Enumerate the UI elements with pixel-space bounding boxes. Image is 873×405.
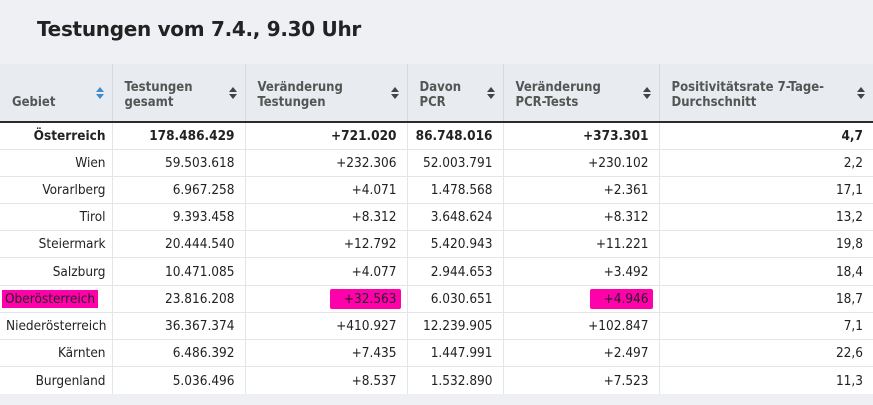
cell-gebiet: Vorarlberg	[0, 175, 112, 204]
cell-veraenderung: +4.077	[244, 257, 407, 286]
column-header-testungen-gesamt[interactable]: Testungen gesamt	[111, 64, 245, 122]
cell-gesamt: 36.367.374	[111, 311, 245, 340]
sort-icon[interactable]	[228, 86, 237, 99]
title-bar: Testungen vom 7.4., 9.30 Uhr	[0, 0, 873, 64]
column-header-label: Positivitätsrate 7-Tage-Durchschnitt	[671, 80, 825, 110]
cell-gebiet: Niederösterreich	[0, 311, 112, 340]
sort-icon[interactable]	[486, 86, 495, 99]
cell-pcr: 52.003.791	[406, 148, 503, 177]
cell-veraenderung: +8.537	[244, 366, 407, 394]
cell-pcr: 5.420.943	[406, 230, 503, 258]
cell-gesamt: 23.816.208	[111, 284, 245, 313]
cell-rate: 18,7	[658, 284, 873, 313]
highlight-marker: +4.946	[589, 288, 653, 309]
cell-pcr: 86.748.016	[406, 120, 503, 150]
table-row-highlighted: Oberösterreich 23.816.208 +32.563 6.030.…	[0, 284, 873, 313]
cell-rate: 11,3	[658, 366, 873, 394]
highlight-marker: Oberösterreich	[2, 289, 99, 308]
cell-gebiet: Kärnten	[0, 338, 112, 367]
cell-veraenderung-pcr: +102.847	[502, 311, 659, 340]
column-header-label: Gebiet	[12, 95, 56, 110]
table-row: Österreich 178.486.429 +721.020 86.748.0…	[0, 120, 873, 150]
cell-rate: 18,4	[658, 257, 873, 286]
page-title: Testungen vom 7.4., 9.30 Uhr	[37, 17, 361, 41]
cell-rate: 13,2	[658, 203, 873, 231]
column-header-label: Davon PCR	[419, 80, 462, 110]
sort-active-icon[interactable]	[95, 86, 104, 99]
cell-gebiet: Burgenland	[0, 366, 112, 394]
table-row: Tirol 9.393.458 +8.312 3.648.624 +8.312 …	[0, 203, 873, 231]
cell-veraenderung-pcr: +373.301	[502, 120, 659, 150]
column-header-davon-pcr[interactable]: Davon PCR	[406, 64, 503, 122]
cell-gesamt: 20.444.540	[111, 230, 245, 258]
cell-veraenderung: +8.312	[244, 203, 407, 231]
cell-pcr: 2.944.653	[406, 257, 503, 286]
cell-veraenderung: +232.306	[244, 148, 407, 177]
highlight-marker: +32.563	[329, 288, 401, 309]
cell-veraenderung-pcr: +2.497	[502, 338, 659, 367]
column-header-label: Veränderung Testungen	[257, 80, 343, 110]
cell-gesamt: 59.503.618	[111, 148, 245, 177]
sort-icon[interactable]	[390, 86, 399, 99]
cell-veraenderung: +32.563	[244, 284, 407, 313]
cell-veraenderung: +7.435	[244, 338, 407, 367]
column-header-veraenderung-testungen[interactable]: Veränderung Testungen	[244, 64, 407, 122]
cell-veraenderung-pcr: +7.523	[502, 366, 659, 394]
column-header-label: Testungen gesamt	[124, 80, 193, 110]
cell-gebiet: Steiermark	[0, 230, 112, 258]
cell-gebiet: Salzburg	[0, 257, 112, 286]
cell-rate: 4,7	[658, 120, 873, 150]
table-row: Salzburg 10.471.085 +4.077 2.944.653 +3.…	[0, 257, 873, 286]
cell-gebiet: Oberösterreich	[0, 284, 112, 313]
cell-gesamt: 178.486.429	[111, 120, 245, 150]
cell-gesamt: 6.967.258	[111, 175, 245, 204]
cell-pcr: 12.239.905	[406, 311, 503, 340]
column-header-label: Veränderung PCR-Tests	[515, 80, 601, 110]
cell-gesamt: 9.393.458	[111, 203, 245, 231]
table-row: Steiermark 20.444.540 +12.792 5.420.943 …	[0, 230, 873, 258]
cell-veraenderung-pcr: +8.312	[502, 203, 659, 231]
cell-veraenderung: +721.020	[244, 120, 407, 150]
sort-icon[interactable]	[642, 86, 651, 99]
cell-pcr: 3.648.624	[406, 203, 503, 231]
cell-veraenderung-pcr: +11.221	[502, 230, 659, 258]
cell-veraenderung-pcr: +230.102	[502, 148, 659, 177]
table-row: Vorarlberg 6.967.258 +4.071 1.478.568 +2…	[0, 175, 873, 204]
cell-rate: 2,2	[658, 148, 873, 177]
cell-gebiet: Wien	[0, 148, 112, 177]
column-header-positivitaetsrate[interactable]: Positivitätsrate 7-Tage-Durchschnitt	[658, 64, 873, 122]
cell-gesamt: 6.486.392	[111, 338, 245, 367]
cell-rate: 19,8	[658, 230, 873, 258]
cell-rate: 7,1	[658, 311, 873, 340]
table-row: Niederösterreich 36.367.374 +410.927 12.…	[0, 311, 873, 340]
cell-veraenderung: +12.792	[244, 230, 407, 258]
cell-gesamt: 5.036.496	[111, 366, 245, 394]
column-header-gebiet[interactable]: Gebiet	[0, 64, 112, 122]
cell-pcr: 6.030.651	[406, 284, 503, 313]
cell-gesamt: 10.471.085	[111, 257, 245, 286]
cell-pcr: 1.478.568	[406, 175, 503, 204]
table-row: Burgenland 5.036.496 +8.537 1.532.890 +7…	[0, 366, 873, 394]
cell-rate: 22,6	[658, 338, 873, 367]
cell-veraenderung-pcr: +3.492	[502, 257, 659, 286]
cell-gebiet: Österreich	[0, 120, 112, 150]
cell-veraenderung: +4.071	[244, 175, 407, 204]
table-row: Kärnten 6.486.392 +7.435 1.447.991 +2.49…	[0, 338, 873, 367]
cell-veraenderung-pcr: +4.946	[502, 284, 659, 313]
cell-pcr: 1.532.890	[406, 366, 503, 394]
testing-table: Gebiet Testungen gesamt Veränderung Test…	[0, 64, 873, 394]
column-header-veraenderung-pcr[interactable]: Veränderung PCR-Tests	[502, 64, 659, 122]
cell-pcr: 1.447.991	[406, 338, 503, 367]
cell-rate: 17,1	[658, 175, 873, 204]
table-row: Wien 59.503.618 +232.306 52.003.791 +230…	[0, 148, 873, 177]
cell-gebiet: Tirol	[0, 203, 112, 231]
cell-veraenderung-pcr: +2.361	[502, 175, 659, 204]
sort-icon[interactable]	[857, 86, 865, 99]
table-header-row: Gebiet Testungen gesamt Veränderung Test…	[0, 64, 873, 122]
cell-veraenderung: +410.927	[244, 311, 407, 340]
